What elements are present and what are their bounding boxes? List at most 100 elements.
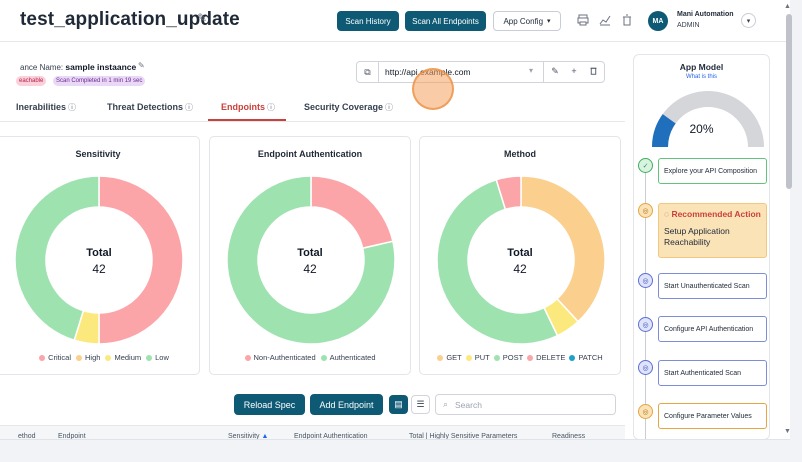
- donut-slice-authenticated[interactable]: [226, 175, 396, 345]
- method-card: Method Total 42 GET PUT POST DELETE PATC…: [419, 136, 621, 375]
- donut-slice-get[interactable]: [520, 175, 606, 323]
- legend-item[interactable]: Low: [146, 353, 169, 362]
- scroll-down-arrow-icon[interactable]: ▼: [784, 428, 791, 435]
- scan-history-button[interactable]: Scan History: [337, 11, 399, 31]
- legend-item[interactable]: Medium: [105, 353, 141, 362]
- column-authentication[interactable]: Endpoint Authentication: [294, 433, 368, 440]
- progress-gauge: [652, 91, 764, 148]
- donut-slice-post[interactable]: [436, 178, 559, 345]
- legend-item[interactable]: DELETE: [527, 353, 565, 362]
- app-shell: test_application_update ✎ Scan History S…: [0, 0, 790, 440]
- page-title: test_application_update: [20, 9, 240, 30]
- column-method[interactable]: ethod: [18, 433, 36, 440]
- total-label: Total: [507, 247, 533, 259]
- info-icon: ⓘ: [185, 103, 194, 112]
- legend-item[interactable]: Non-Authenticated: [244, 353, 316, 362]
- donut-slice-non-authenticated[interactable]: [310, 175, 394, 250]
- url-chevron-down-icon[interactable]: ▾: [529, 66, 534, 75]
- page-scrollbar[interactable]: [786, 14, 792, 189]
- tab-threat-detections[interactable]: Threat Detections ⓘ: [107, 102, 193, 113]
- legend-item[interactable]: PUT: [465, 353, 490, 362]
- legend-label: High: [85, 353, 101, 362]
- lightbulb-icon: ◌: [664, 209, 670, 219]
- legend-label: PUT: [474, 353, 490, 362]
- url-select-input[interactable]: [385, 66, 565, 78]
- edit-title-icon[interactable]: ✎: [197, 11, 208, 25]
- app-model-title: App Model: [679, 62, 724, 72]
- column-sensitivity[interactable]: Sensitivity ▲: [228, 433, 268, 439]
- add-endpoint-button[interactable]: Add Endpoint: [310, 394, 383, 415]
- legend-medium-dot: [105, 354, 112, 361]
- legend-put-dot: [465, 354, 472, 361]
- list-view-icon[interactable]: ☰: [411, 395, 430, 414]
- delete-url-icon[interactable]: [587, 66, 599, 77]
- instance-name-row: ance Name: sample instaance: [20, 62, 136, 72]
- search-input[interactable]: [455, 399, 605, 411]
- step-configure-authentication[interactable]: Configure API Authentication: [658, 316, 767, 342]
- method-donut-chart: [436, 175, 606, 345]
- scan-status-badge: Scan Completed in 1 min 19 sec: [53, 76, 146, 86]
- legend-label: PATCH: [578, 353, 603, 362]
- legend-delete-dot: [527, 354, 534, 361]
- step-unauthenticated-scan[interactable]: Start Unauthenticated Scan: [658, 273, 767, 299]
- legend-get-dot: [437, 354, 444, 361]
- legend-label: DELETE: [536, 353, 566, 362]
- chart-icon[interactable]: [598, 13, 612, 27]
- legend-item[interactable]: POST: [493, 353, 523, 362]
- legend-label: Medium: [114, 353, 142, 362]
- tab-endpoints[interactable]: Endpoints ⓘ: [221, 102, 275, 113]
- legend-label: Critical: [48, 353, 72, 362]
- chart-legend: Non-Authenticated Authenticated: [210, 353, 410, 362]
- step-recommended-action[interactable]: ◌ Recommended Action Setup Application R…: [658, 203, 767, 258]
- add-url-icon[interactable]: +: [571, 66, 577, 76]
- donut-slice-delete[interactable]: [495, 175, 522, 211]
- tab-vulnerabilities[interactable]: lnerabilities ⓘ: [16, 102, 76, 113]
- column-readiness[interactable]: Readiness: [552, 433, 586, 440]
- page-header: test_application_update ✎ Scan History S…: [0, 0, 790, 42]
- recommended-action-body: Setup Application Reachability: [664, 226, 730, 248]
- app-config-dropdown[interactable]: App Config ▾: [493, 11, 561, 31]
- app-config-label: App Config: [503, 16, 544, 26]
- what-is-this-link[interactable]: What is this: [685, 74, 717, 80]
- active-tab-indicator: [208, 119, 286, 121]
- legend-item[interactable]: Authenticated: [320, 353, 376, 362]
- card-title: Sensitivity: [75, 149, 121, 159]
- search-icon: ⌕: [443, 399, 449, 409]
- column-endpoint[interactable]: Endpoint: [58, 433, 86, 440]
- step-explore-composition[interactable]: Explore your API Composition: [658, 158, 767, 184]
- copy-icon[interactable]: ⧉: [357, 62, 379, 82]
- reload-spec-button[interactable]: Reload Spec: [234, 394, 305, 415]
- scroll-up-arrow-icon[interactable]: ▲: [784, 3, 791, 10]
- donut-slice-critical[interactable]: [98, 175, 184, 345]
- avatar[interactable]: MA: [648, 11, 668, 31]
- step-pending-icon: ◎: [638, 273, 653, 288]
- info-icon: ⓘ: [267, 103, 275, 112]
- legend-item[interactable]: High: [76, 353, 100, 362]
- user-menu-chevron-icon[interactable]: ▾: [741, 13, 756, 28]
- user-role: ADMIN: [677, 22, 700, 29]
- step-configure-parameters[interactable]: Configure Parameter Values: [658, 403, 767, 429]
- endpoint-table-header: ethod Endpoint Sensitivity ▲ Endpoint Au…: [0, 425, 625, 440]
- cursor-highlight: [412, 68, 454, 110]
- tab-security-coverage[interactable]: Security Coverage ⓘ: [304, 102, 393, 113]
- chevron-down-icon: ▾: [547, 18, 551, 25]
- legend-critical-dot: [39, 354, 46, 361]
- edit-url-icon[interactable]: ✎: [551, 66, 559, 76]
- step-warn-icon: ◎: [638, 404, 653, 419]
- trash-icon[interactable]: [620, 13, 634, 27]
- step-authenticated-scan[interactable]: Start Authenticated Scan: [658, 360, 767, 386]
- legend-item[interactable]: Critical: [39, 353, 71, 362]
- table-view-icon[interactable]: ▤: [389, 395, 408, 414]
- step-recommended-icon: ◎: [638, 203, 653, 218]
- legend-item[interactable]: PATCH: [569, 353, 603, 362]
- scan-all-endpoints-button[interactable]: Scan All Endpoints: [405, 11, 486, 31]
- tab-label: Security Coverage: [304, 102, 384, 112]
- print-icon[interactable]: [576, 13, 590, 27]
- total-label: Total: [86, 247, 112, 259]
- card-title: Endpoint Authentication: [257, 149, 363, 159]
- edit-instance-icon[interactable]: ✎: [138, 61, 145, 70]
- donut-slice-low[interactable]: [14, 175, 100, 342]
- column-sensitive-params[interactable]: Total | Highly Sensitive Parameters: [409, 433, 518, 440]
- legend-item[interactable]: GET: [437, 353, 462, 362]
- url-divider: [543, 62, 544, 82]
